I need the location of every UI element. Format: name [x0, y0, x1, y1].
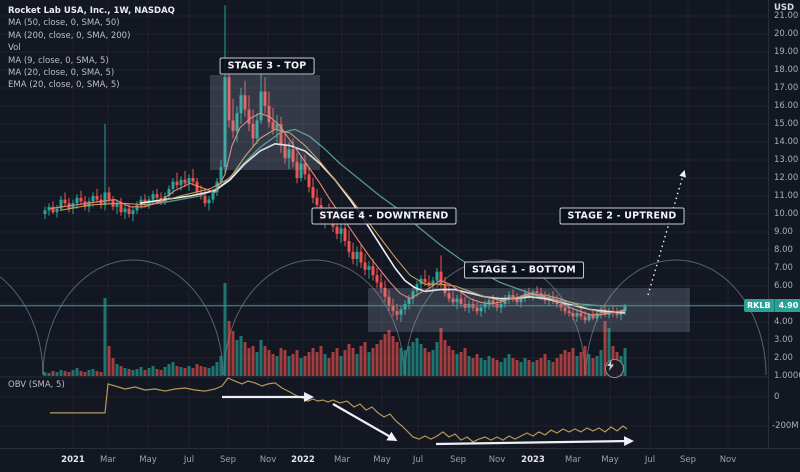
- stage1-bottom-label[interactable]: STAGE 1 - BOTTOM: [464, 261, 584, 279]
- price-axis-label: 8.00: [774, 245, 793, 255]
- obv-axis-zero: 0: [774, 392, 780, 402]
- stage-zone-box[interactable]: [210, 75, 320, 170]
- time-axis-label: Nov: [259, 455, 277, 465]
- time-axis-label: May: [139, 455, 157, 465]
- price-axis-label: 17.00: [774, 83, 799, 93]
- legend-ma9[interactable]: MA (9, close, 0, SMA, 5): [8, 55, 109, 66]
- price-axis-label: 18.00: [774, 65, 799, 75]
- indicator-legend: Rocket Lab USA, Inc., 1W, NASDAQ MA (50,…: [8, 5, 175, 92]
- price-axis-label: 4.00: [774, 317, 793, 327]
- legend-ema20[interactable]: EMA (20, close, 0, SMA, 5): [8, 80, 120, 91]
- price-axis-label: 13.00: [774, 155, 799, 165]
- time-axis-label: 2022: [291, 455, 315, 465]
- price-axis-label: 20.00: [774, 29, 799, 39]
- price-axis-label: 16.00: [774, 101, 799, 111]
- price-axis-label: 19.00: [774, 47, 799, 57]
- legend-ma50[interactable]: MA (50, close, 0, SMA, 50): [8, 18, 120, 29]
- lightning-event-icon[interactable]: [604, 358, 624, 378]
- time-axis[interactable]: 2021 Mar May Jul Sep Nov 2022 Mar May Jul Sep Nov 20…: [0, 448, 800, 472]
- time-axis-label: Sep: [679, 455, 697, 465]
- price-axis-label: 21.00: [774, 11, 799, 21]
- price-axis-label: 15.00: [774, 119, 799, 129]
- price-axis-label: 10.00: [774, 209, 799, 219]
- last-price-badge: RKLB 4.90: [744, 299, 800, 313]
- stage-zone-box[interactable]: [368, 288, 690, 332]
- obv-trend-arrow[interactable]: [332, 403, 398, 441]
- price-axis-label: 14.00: [774, 137, 799, 147]
- obv-line: [50, 377, 628, 443]
- ticker-tag: RKLB: [744, 299, 774, 313]
- obv-axis-neg200m: -200M: [772, 421, 799, 431]
- ma9-orange-line: [49, 112, 626, 316]
- stage2-uptrend-label[interactable]: STAGE 2 - UPTREND: [559, 207, 685, 225]
- stage4-downtrend-label[interactable]: STAGE 4 - DOWNTREND: [311, 207, 457, 225]
- price-axis-label: 9.00: [774, 227, 793, 237]
- time-axis-label: Mar: [564, 455, 582, 465]
- time-axis-label: May: [373, 455, 391, 465]
- legend-ma20[interactable]: MA (20, close, 0, SMA, 5): [8, 68, 115, 79]
- currency-label: USD: [774, 3, 795, 13]
- time-axis-label: Sep: [449, 455, 467, 465]
- uptrend-projection-arrow[interactable]: [647, 169, 686, 296]
- time-axis-label: Mar: [333, 455, 351, 465]
- time-axis-label: Sep: [219, 455, 237, 465]
- price-axis-label: 11.00: [774, 191, 799, 201]
- time-axis-label: May: [601, 455, 619, 465]
- sma50-white-line: [139, 143, 626, 314]
- price-axis-label: 6.00: [774, 281, 793, 291]
- price-axis-label: 7.00: [774, 263, 793, 273]
- legend-vol[interactable]: Vol: [8, 43, 21, 54]
- price-axis-label: 2.00: [774, 353, 793, 363]
- stage3-top-label[interactable]: STAGE 3 - TOP: [219, 57, 315, 75]
- cycle-arcs[interactable]: [0, 259, 767, 376]
- price-axis-label: 3.00: [774, 335, 793, 345]
- time-axis-label: Jul: [183, 455, 195, 465]
- time-axis-label: Nov: [719, 455, 737, 465]
- price-axis-label: 12.00: [774, 173, 799, 183]
- time-axis-label: Mar: [99, 455, 117, 465]
- time-axis-label: 2023: [521, 455, 545, 465]
- obv-trend-arrow[interactable]: [435, 436, 634, 447]
- time-axis-label: Jul: [412, 455, 424, 465]
- obv-indicator-label[interactable]: OBV (SMA, 5): [8, 380, 65, 390]
- last-price-value: 4.90: [773, 299, 800, 313]
- legend-ma200[interactable]: MA (200, close, 0, SMA, 200): [8, 30, 131, 41]
- time-axis-label: Nov: [488, 455, 506, 465]
- time-axis-label: 2021: [61, 455, 85, 465]
- price-axis[interactable]: USD 21.00 20.00 19.00 18.00 17.00 16.00 15.00 1…: [768, 0, 800, 448]
- symbol-title[interactable]: Rocket Lab USA, Inc., 1W, NASDAQ: [8, 6, 175, 16]
- time-axis-label: Jul: [644, 455, 656, 465]
